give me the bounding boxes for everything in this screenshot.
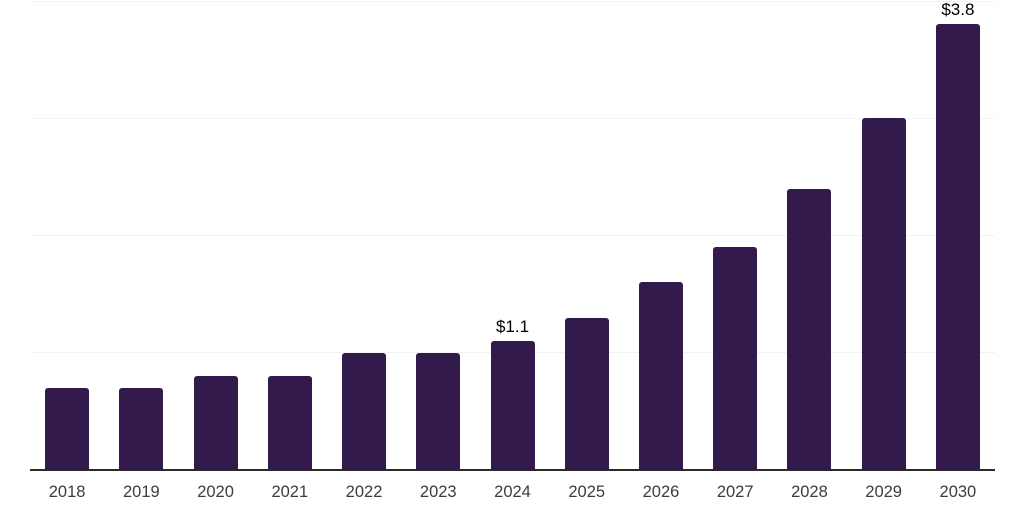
bar-2022 [342,352,387,470]
bar-2027 [713,247,758,470]
x-tick-2026: 2026 [642,483,680,501]
x-tick-2030: 2030 [939,483,977,501]
x-tick-2020: 2020 [197,483,234,501]
bar-2021 [267,376,312,470]
x-tick-2018: 2018 [48,483,86,501]
x-tick-2029: 2029 [865,483,902,501]
value-label-2024: $1.1 [495,317,530,337]
bar-2020 [193,376,238,470]
x-tick-2023: 2023 [419,483,457,501]
bar-2030 [935,24,980,470]
plot-area: $1.1 $3.8 [30,0,995,471]
gridline-2 [30,235,995,236]
gridline-3 [30,117,995,119]
bar-2024 [490,341,535,470]
x-tick-2022: 2022 [345,483,383,501]
x-tick-2028: 2028 [791,483,828,501]
x-tick-2021: 2021 [271,483,309,501]
bar-2025 [564,317,609,470]
bar-2028 [787,188,832,470]
value-label-2030: $3.8 [941,0,975,20]
gridline-4 [30,0,995,2]
x-axis-line [30,469,995,471]
bar-2019 [119,387,164,470]
x-tick-2027: 2027 [716,483,754,501]
bar-2026 [638,282,683,470]
bar-2029 [861,118,906,470]
bar-2018 [45,387,90,470]
x-tick-2025: 2025 [568,483,606,501]
x-tick-2024: 2024 [494,483,531,501]
x-tick-2019: 2019 [122,483,160,501]
bar-2023 [416,352,461,470]
